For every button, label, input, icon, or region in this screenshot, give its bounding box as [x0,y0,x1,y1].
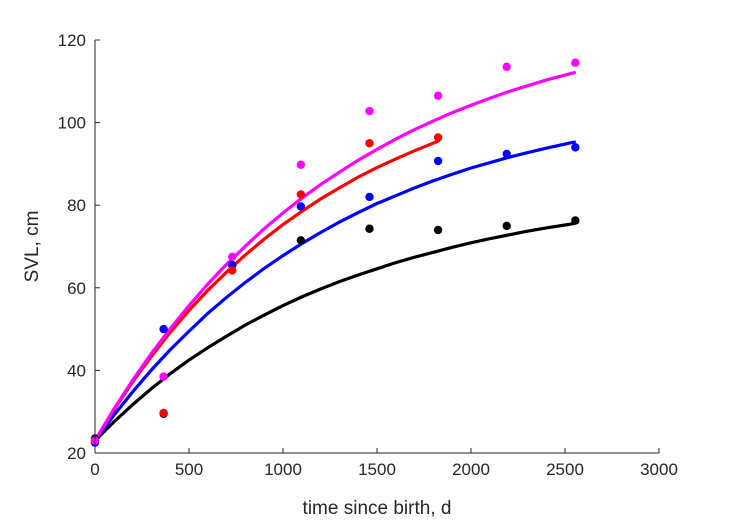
data-point [159,372,168,381]
data-point [502,221,511,231]
data-point [296,202,306,211]
y-tick-label: 120 [58,31,86,50]
fit-curve-2 [93,139,440,443]
x-axis-title: time since birth, d [303,498,452,519]
axes [94,40,659,454]
y-tick-label: 20 [67,444,86,463]
data-point [228,266,237,275]
y-tick-label: 80 [67,196,86,215]
data-point [296,190,306,199]
x-tick-label: 2000 [452,460,490,479]
x-tick-label: 1500 [358,460,396,479]
fit-curve-1 [93,140,576,443]
data-point [365,192,374,202]
y-axis-title: SVL, cm [22,211,43,283]
data-point [502,62,511,72]
fit-curve-0 [93,221,576,443]
data-point [433,225,443,235]
data-point [365,139,374,148]
x-tick-label: 3000 [640,460,678,479]
data-points [90,58,580,447]
fit-curve-3 [93,71,576,443]
x-tick-label: 2500 [546,460,584,479]
fit-curves [93,71,576,443]
x-tick-label: 500 [175,460,203,479]
data-point [365,224,374,233]
data-point [296,236,306,245]
data-point [433,133,443,142]
data-point [571,58,580,67]
data-point [433,91,443,100]
data-point [296,160,306,169]
y-tick-label: 40 [67,361,86,380]
data-point [228,252,237,262]
y-tick-label: 100 [58,114,86,133]
data-point [365,106,374,116]
y-tick-label: 60 [67,279,86,298]
y-axis-ticks: 20 40 60 80 100 120 [58,31,100,463]
data-point [502,149,511,159]
data-point [433,156,443,166]
x-tick-label: 0 [90,460,99,479]
x-axis-ticks: 0 500 1000 1500 2000 2500 3000 [90,448,678,479]
data-point [571,143,580,152]
data-point [159,324,168,334]
x-tick-label: 1000 [264,460,302,479]
data-point [159,408,168,418]
data-point [571,216,580,225]
